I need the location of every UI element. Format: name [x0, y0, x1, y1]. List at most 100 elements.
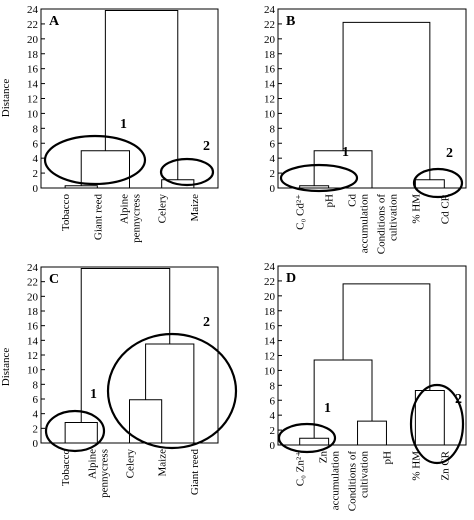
y-tick-label: 18 [264, 306, 276, 318]
y-tick-label: 20 [27, 291, 39, 303]
y-tick-label: 0 [270, 440, 276, 452]
cluster-ellipse [277, 422, 337, 454]
y-tick-label: 18 [264, 49, 276, 61]
cluster-ellipse [159, 157, 215, 187]
leaf-label: Zn CR [439, 450, 451, 480]
leaf-label: Tobacco [60, 194, 72, 232]
cluster-number: 2 [203, 315, 210, 330]
y-tick-label: 22 [264, 276, 275, 288]
leaf-label: Conditions ofcultivation [347, 451, 371, 512]
y-tick-label: 16 [27, 64, 39, 76]
leaf-label: Celery [157, 194, 169, 224]
y-tick-label: 6 [33, 394, 39, 406]
leaf-label: Celery [125, 449, 137, 479]
y-tick-label: 20 [264, 34, 276, 46]
cluster-number: 2 [455, 392, 462, 407]
y-tick-label: 12 [264, 94, 275, 106]
y-tick-label: 20 [27, 34, 39, 46]
y-tick-label: 2 [270, 425, 276, 437]
y-tick-label: 8 [270, 380, 276, 392]
leaf-label: Tobacco [60, 449, 72, 487]
y-tick-label: 2 [33, 168, 39, 180]
y-tick-label: 22 [264, 19, 275, 31]
y-tick-label: 8 [33, 379, 39, 391]
leaf-label: pH [324, 194, 336, 208]
panel-label: A [49, 14, 60, 29]
cluster-ellipse [106, 332, 238, 450]
y-tick-label: 16 [27, 321, 39, 333]
y-tick-label: 10 [27, 108, 39, 120]
y-tick-label: 22 [27, 277, 38, 289]
leaf-label: C₀ Zn²⁺ [295, 451, 307, 486]
y-tick-label: 24 [264, 261, 276, 273]
cluster-number: 1 [90, 387, 97, 402]
y-tick-label: 12 [264, 351, 275, 363]
panel-label: B [286, 14, 295, 29]
leaf-label: pH [381, 451, 393, 465]
panel-label: D [286, 271, 296, 286]
y-tick-label: 24 [27, 4, 39, 16]
dendrogram-link [342, 283, 431, 391]
y-tick-label: 18 [27, 306, 39, 318]
leaf-label: C₀ Cd²⁺ [295, 194, 307, 230]
y-tick-label: 24 [27, 262, 39, 274]
y-tick-label: 20 [264, 291, 276, 303]
y-tick-label: 0 [33, 183, 39, 195]
cluster-ellipse [409, 383, 465, 465]
cluster-number: 2 [446, 146, 453, 161]
y-tick-label: 14 [27, 79, 39, 91]
leaf-label: Znaccumulation [318, 451, 342, 511]
leaf-label: Conditions ofcultivation [375, 194, 399, 255]
dendrogram-link [299, 437, 330, 445]
y-tick-label: 6 [270, 138, 276, 150]
y-tick-label: 4 [270, 153, 276, 165]
y-tick-label: 12 [27, 94, 38, 106]
y-tick-label: 8 [33, 123, 39, 135]
leaf-label: Maize [189, 194, 201, 222]
dendrogram-link [357, 420, 387, 445]
cluster-number: 1 [342, 145, 349, 160]
leaf-label: Alpinepennycress [119, 194, 143, 243]
dendrogram-link [414, 390, 445, 445]
leaf-label: Cdaccumulation [347, 194, 371, 254]
leaf-label: Giant reed [92, 194, 104, 241]
dendrogram-link [80, 267, 171, 423]
y-axis-label-top: Distance [0, 79, 12, 118]
dendrogram-link [342, 21, 431, 180]
dendrogram-link [145, 343, 195, 443]
leaf-label: Giant reed [189, 449, 201, 496]
y-tick-label: 22 [27, 19, 38, 31]
y-tick-label: 4 [270, 410, 276, 422]
cluster-number: 1 [324, 401, 331, 416]
y-tick-label: 6 [270, 395, 276, 407]
y-tick-label: 10 [27, 365, 39, 377]
leaf-label: Alpinepennycress [86, 449, 110, 498]
y-tick-label: 16 [264, 321, 276, 333]
dendrogram-link [80, 150, 130, 188]
cluster-number: 1 [120, 117, 127, 132]
y-tick-label: 8 [270, 123, 276, 135]
y-tick-label: 10 [264, 365, 276, 377]
cluster-ellipse [44, 409, 106, 453]
y-tick-label: 14 [264, 336, 276, 348]
y-axis-label-bottom: Distance [0, 348, 12, 387]
y-tick-label: 0 [270, 183, 276, 195]
y-tick-label: 4 [33, 153, 39, 165]
leaf-label: % HM [410, 194, 422, 224]
y-tick-label: 14 [27, 335, 39, 347]
y-tick-label: 2 [33, 423, 39, 435]
cluster-ellipse [43, 134, 147, 186]
dendrogram-link [414, 179, 445, 188]
y-tick-label: 4 [33, 409, 39, 421]
leaf-label: Cd CR [439, 193, 451, 224]
y-tick-label: 2 [270, 168, 276, 180]
y-tick-label: 14 [264, 79, 276, 91]
dendrogram-link [104, 9, 179, 180]
y-tick-label: 0 [33, 438, 39, 450]
dendrogram-link [64, 421, 98, 443]
y-tick-label: 18 [27, 49, 39, 61]
y-tick-label: 10 [264, 108, 276, 120]
